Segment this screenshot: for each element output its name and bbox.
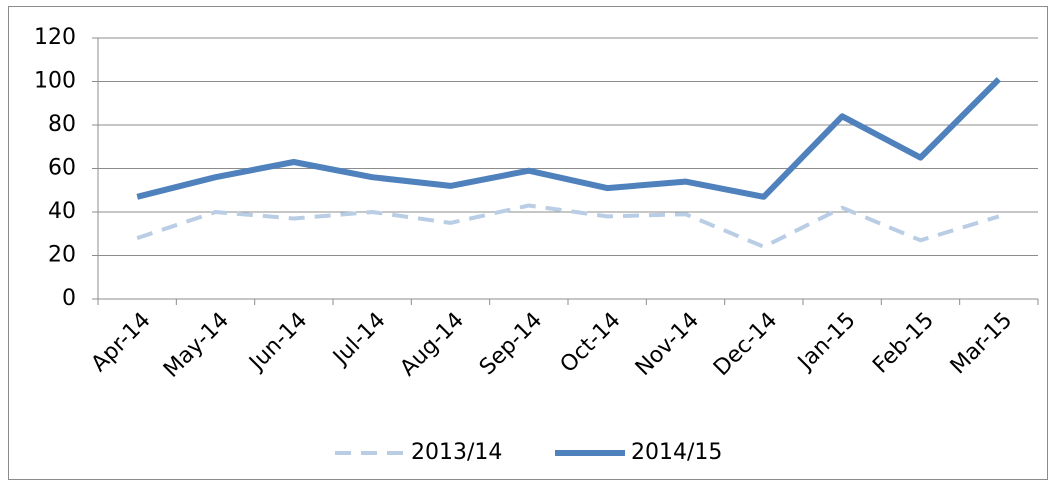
y-tick-label: 60 xyxy=(48,156,76,181)
series-line xyxy=(136,77,1001,200)
chart-frame xyxy=(8,6,1048,480)
y-tick-label: 80 xyxy=(48,112,76,137)
y-tick-label: 0 xyxy=(62,286,76,311)
legend-label: 2014/15 xyxy=(631,440,722,465)
series-line xyxy=(136,203,1000,249)
y-tick-label: 100 xyxy=(34,69,76,94)
y-tick-label: 20 xyxy=(48,243,76,268)
y-tick-label: 120 xyxy=(34,25,76,50)
legend-label: 2013/14 xyxy=(411,440,502,465)
y-tick-label: 40 xyxy=(48,199,76,224)
